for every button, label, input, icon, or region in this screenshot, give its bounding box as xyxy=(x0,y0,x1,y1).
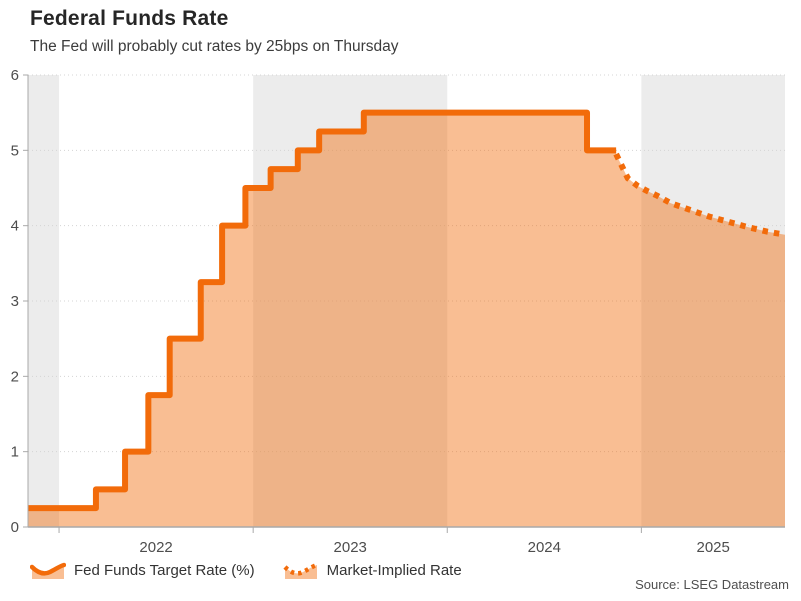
dotted-line-swatch-icon xyxy=(283,562,318,579)
y-axis-label: 4 xyxy=(11,218,19,235)
year-band xyxy=(253,75,448,527)
x-axis-label: 2025 xyxy=(696,539,729,556)
source-attribution: Source: LSEG Datastream xyxy=(635,577,789,592)
legend-label-market-implied: Market-Implied Rate xyxy=(326,561,462,579)
chart-legend: Fed Funds Target Rate (%) Market-Implied… xyxy=(30,560,462,580)
legend-item-target-rate[interactable]: Fed Funds Target Rate (%) xyxy=(30,560,255,580)
year-band xyxy=(641,75,785,527)
x-axis-label: 2024 xyxy=(528,539,561,556)
area-line-swatch-icon xyxy=(30,562,66,579)
area-fill xyxy=(28,112,785,528)
page-subtitle: The Fed will probably cut rates by 25bps… xyxy=(30,38,399,55)
target-rate-line xyxy=(28,109,617,512)
y-axis-label: 3 xyxy=(11,293,19,310)
legend-item-market-implied[interactable]: Market-Implied Rate xyxy=(283,560,462,580)
y-axis-label: 2 xyxy=(11,368,19,385)
legend-label-target-rate: Fed Funds Target Rate (%) xyxy=(74,561,255,579)
market-implied-line xyxy=(613,152,786,238)
y-axis-label: 6 xyxy=(11,67,19,84)
y-axis-label: 0 xyxy=(11,519,19,536)
page-title: Federal Funds Rate xyxy=(30,7,229,30)
y-axis-label: 5 xyxy=(11,142,19,159)
x-axis-label: 2023 xyxy=(334,539,367,556)
y-axis-label: 1 xyxy=(11,444,19,461)
year-band xyxy=(28,75,60,527)
x-axis-label: 2022 xyxy=(139,539,172,556)
